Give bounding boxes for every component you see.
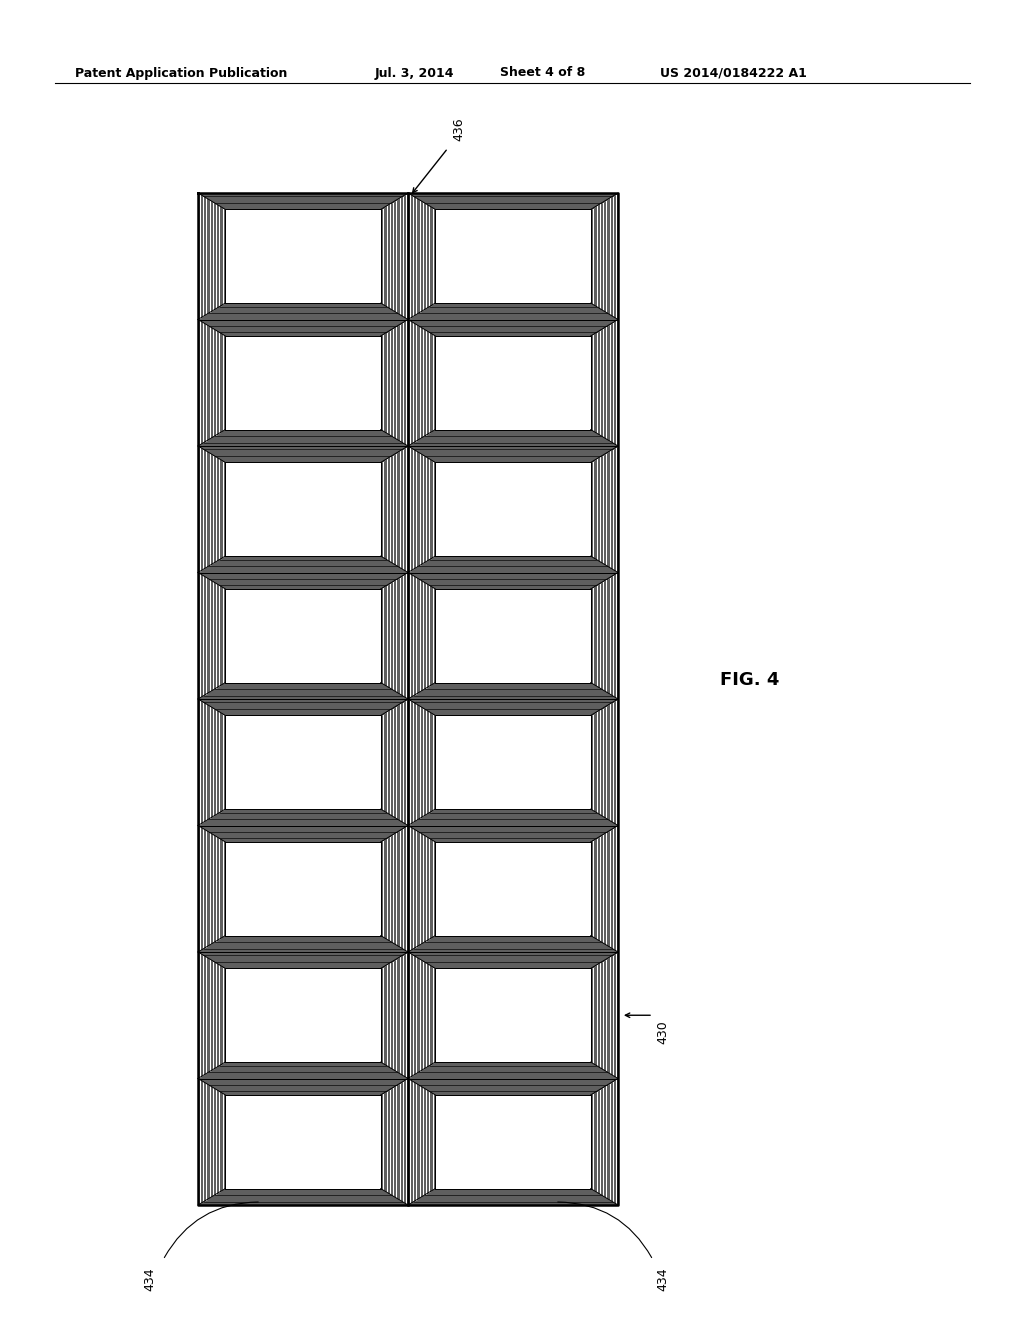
Text: 436: 436 [452,117,465,141]
Text: FIG. 4: FIG. 4 [720,671,779,689]
Text: Sheet 4 of 8: Sheet 4 of 8 [500,66,586,79]
Text: US 2014/0184222 A1: US 2014/0184222 A1 [660,66,807,79]
Text: 434: 434 [656,1267,669,1291]
Text: 430: 430 [656,1020,669,1044]
Text: Patent Application Publication: Patent Application Publication [75,66,288,79]
Text: 434: 434 [143,1267,156,1291]
Text: Jul. 3, 2014: Jul. 3, 2014 [375,66,455,79]
